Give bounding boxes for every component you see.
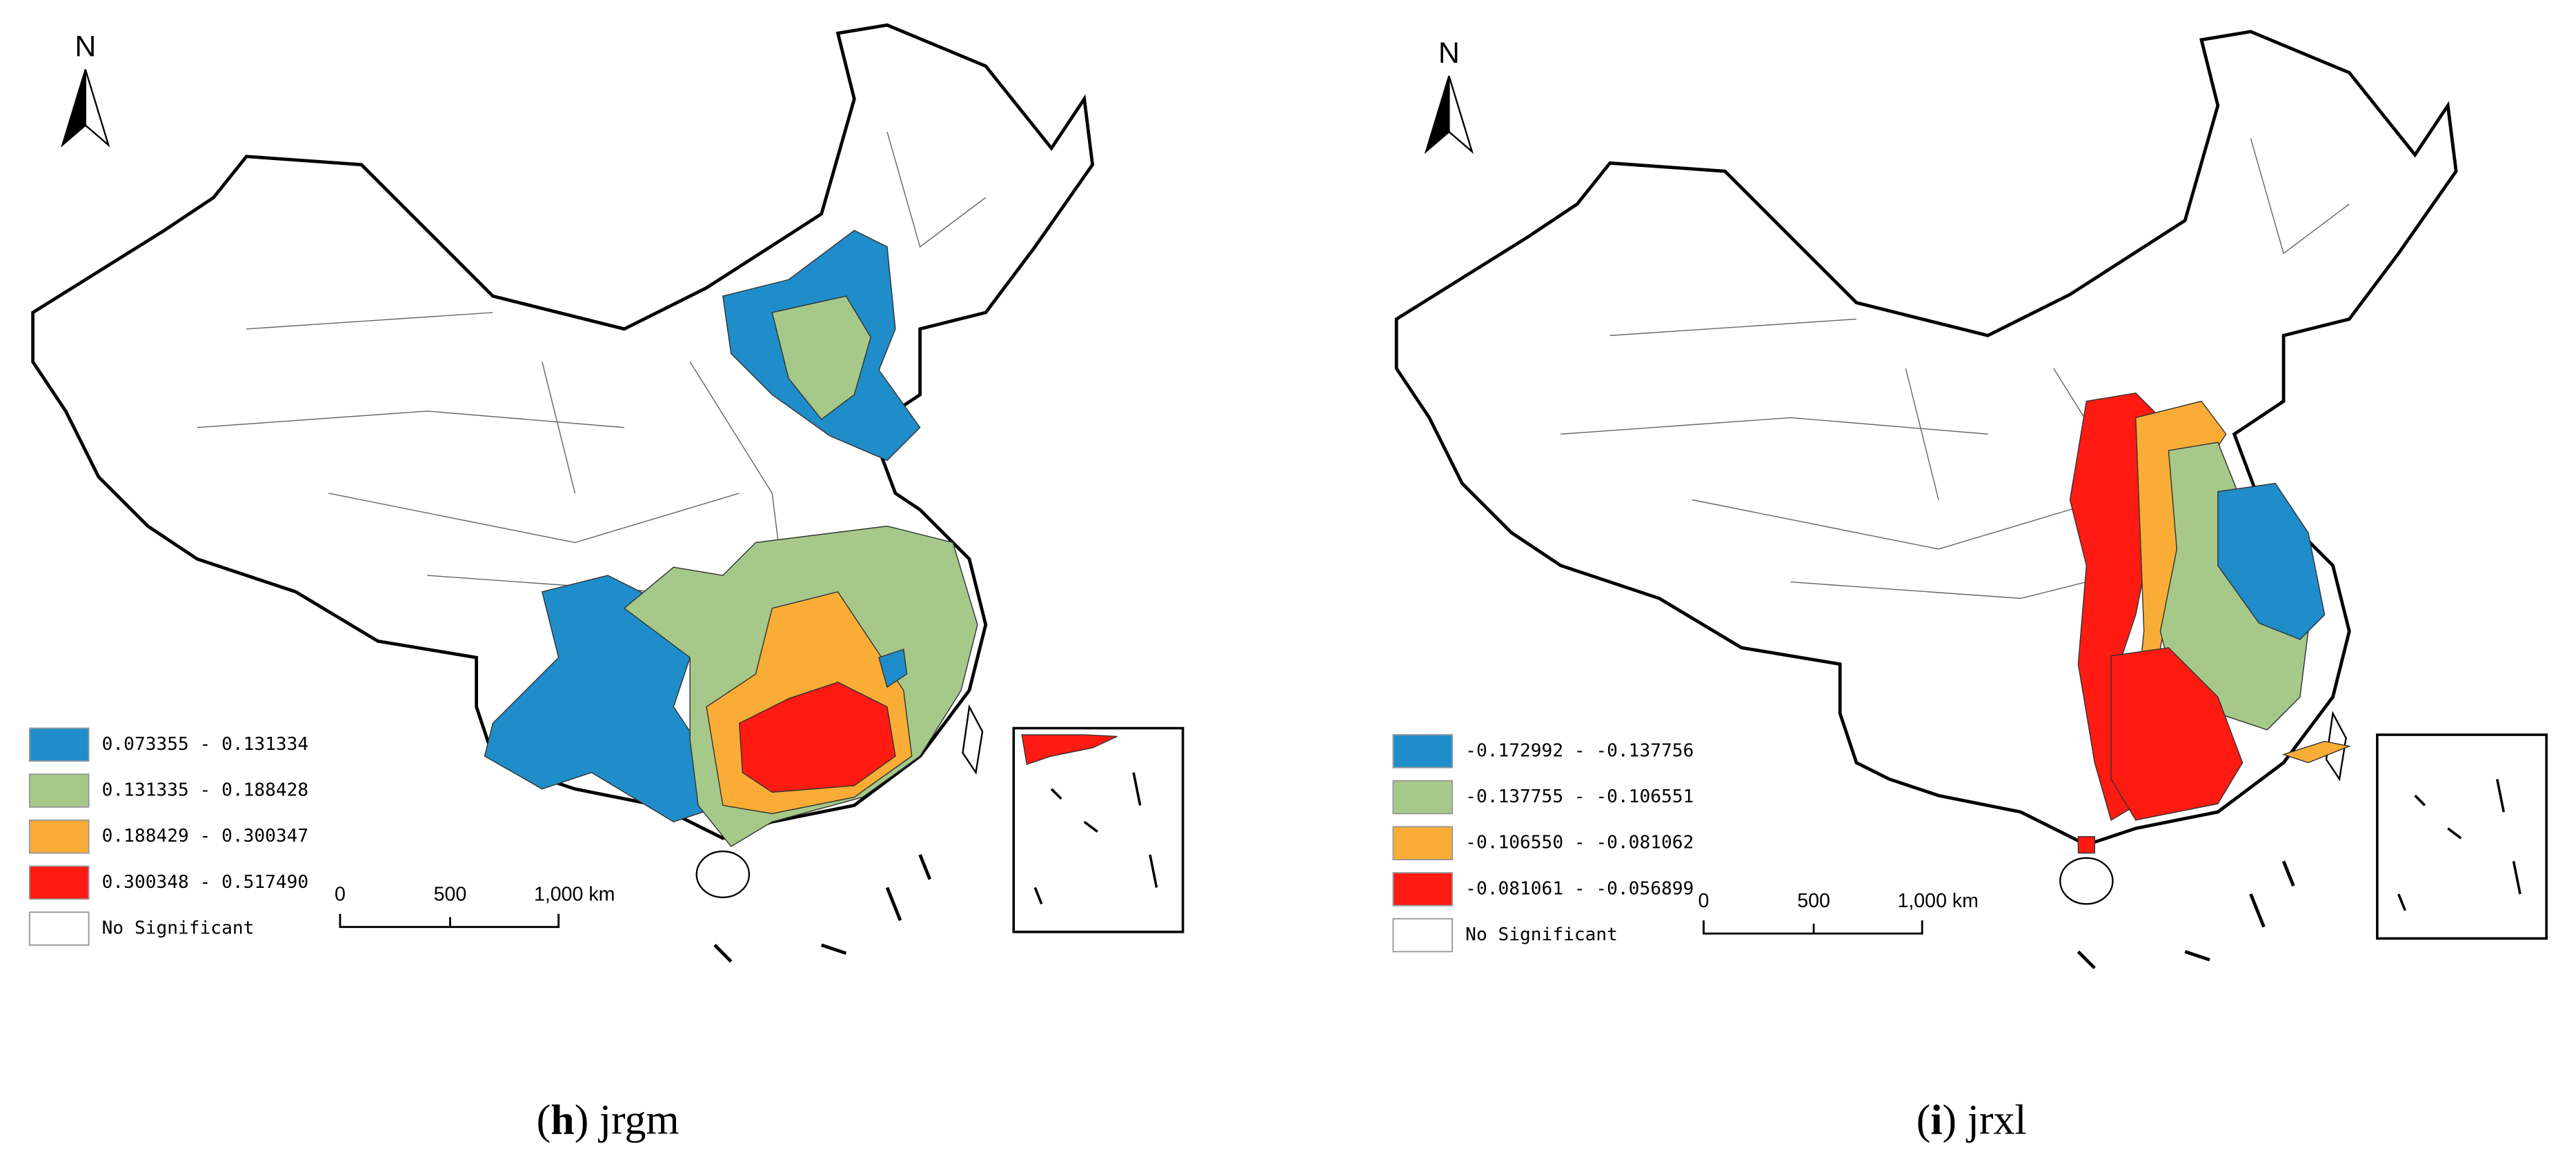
caption-part: ( [537, 1097, 551, 1144]
north-arrow [84, 69, 110, 148]
north-arrow [61, 69, 87, 148]
caption: (i) jrxl [1916, 1097, 2027, 1144]
base-map [1396, 32, 2546, 968]
region [2110, 647, 2243, 821]
scale-label: 1,000 km [1897, 890, 1979, 912]
legend-swatch [28, 911, 90, 946]
legend-swatch [1392, 734, 1454, 769]
legend-label: -0.106550 - -0.081062 [1465, 833, 1694, 853]
region [2281, 740, 2351, 764]
scale-label: 0 [335, 884, 346, 906]
region [771, 295, 871, 420]
caption-part: ) jrxl [1943, 1097, 2027, 1144]
caption-part: i [1930, 1097, 1942, 1144]
region [878, 648, 908, 689]
legend-swatch [1392, 918, 1454, 953]
north-label: N [75, 30, 96, 63]
legend-label: -0.137755 - -0.106551 [1465, 786, 1694, 807]
legend-label: 0.188429 - 0.300347 [102, 826, 309, 846]
map-panel: N 0.073355 - 0.131334 0.131335 - 0.188428 0… [28, 25, 1183, 961]
north-arrow [1448, 75, 1474, 155]
region [738, 682, 896, 793]
map-panel: N -0.172992 - -0.137756 -0.137755 - -0.106… [1392, 32, 2546, 968]
regions [484, 230, 1118, 847]
legend-label: No Significant [102, 918, 255, 939]
scale-bar [339, 913, 560, 929]
legend-label: -0.172992 - -0.137756 [1465, 740, 1694, 761]
caption-part: ) jrgm [575, 1097, 680, 1144]
legend-label: -0.081061 - -0.056899 [1465, 878, 1694, 899]
legend-swatch [28, 819, 90, 854]
caption-part: ( [1916, 1097, 1931, 1144]
legend-swatch [1392, 780, 1454, 815]
legend-label: 0.073355 - 0.131334 [102, 734, 309, 755]
legend-swatch [28, 727, 90, 762]
legend-swatch [1392, 826, 1454, 860]
north-arrow [1424, 75, 1450, 155]
legend-swatch [28, 865, 90, 900]
legend-swatch [1392, 872, 1454, 907]
scale-label: 0 [1698, 890, 1710, 912]
legend-label: No Significant [1465, 924, 1618, 945]
legend-swatch [28, 773, 90, 808]
scale-label: 500 [434, 884, 467, 906]
region [2217, 482, 2326, 640]
legend-label: 0.131335 - 0.188428 [102, 780, 309, 801]
caption-part: h [551, 1097, 574, 1144]
scale-label: 1,000 km [534, 884, 615, 906]
base-map [33, 25, 1183, 961]
region [2077, 835, 2095, 854]
scale-bar [1703, 920, 1923, 935]
scale-label: 500 [1797, 890, 1830, 912]
north-label: N [1438, 37, 1460, 70]
legend-label: 0.300348 - 0.517490 [102, 872, 309, 893]
caption: (h) jrgm [537, 1097, 680, 1144]
region [1021, 734, 1118, 765]
regions [2069, 392, 2351, 854]
